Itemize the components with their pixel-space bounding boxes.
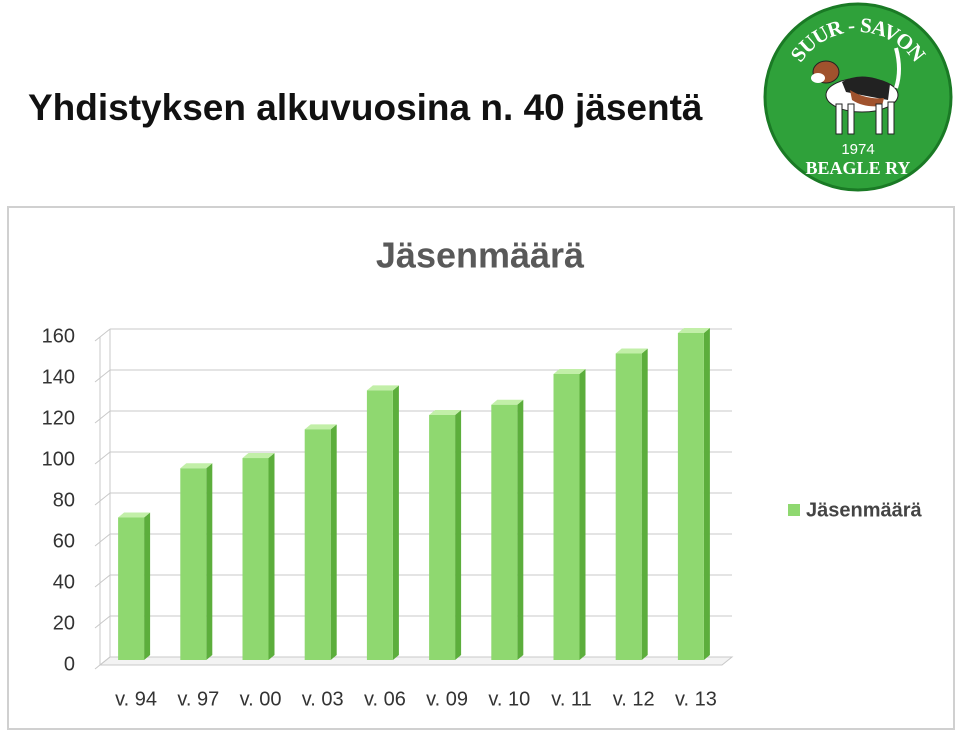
y-tick-label: 60 xyxy=(53,530,75,552)
bar-top xyxy=(491,399,524,405)
y-tick-label: 0 xyxy=(64,653,75,675)
logo-dog xyxy=(811,47,901,135)
grid-diagonal xyxy=(94,369,111,383)
bar-top xyxy=(429,410,462,415)
bar-side xyxy=(517,399,524,660)
x-tick-label: v. 94 xyxy=(115,688,157,710)
bar xyxy=(304,424,337,660)
bar-side xyxy=(392,385,399,660)
x-tick-label: v. 11 xyxy=(551,688,591,710)
bar xyxy=(491,399,524,660)
bar-top xyxy=(304,424,337,430)
bar-front xyxy=(429,415,456,660)
grid-diagonal xyxy=(94,615,111,629)
grid-diagonal xyxy=(94,656,111,670)
bar-top xyxy=(615,348,648,354)
bar-front xyxy=(366,390,393,660)
x-tick-label: v. 03 xyxy=(302,688,344,710)
bar xyxy=(180,463,213,660)
slide-title: Yhdistyksen alkuvuosina n. 40 jäsentä xyxy=(28,87,703,128)
legend-label: Jäsenmäärä xyxy=(806,499,923,521)
y-tick-label: 160 xyxy=(42,325,75,347)
bar-front xyxy=(553,374,580,660)
bar-side xyxy=(144,512,151,660)
bar-front xyxy=(242,458,269,660)
x-tick-label: v. 00 xyxy=(240,688,282,710)
bar-top xyxy=(180,463,213,469)
bar xyxy=(429,410,462,660)
bar xyxy=(118,512,151,660)
bar-front xyxy=(180,468,207,660)
chart-title: Jäsenmäärä xyxy=(376,235,585,276)
y-tick-label: 100 xyxy=(42,448,75,470)
grid-diagonal xyxy=(94,451,111,465)
bar-front xyxy=(304,429,331,660)
bar-front xyxy=(615,353,642,660)
logo-year: 1974 xyxy=(841,141,874,158)
grid-diagonal xyxy=(94,533,111,547)
grid-diagonal xyxy=(94,492,111,506)
bar xyxy=(615,348,648,660)
x-tick-label: v. 97 xyxy=(177,688,219,710)
bar-top xyxy=(118,512,151,518)
grid-diagonal xyxy=(94,328,111,342)
y-tick-label: 120 xyxy=(42,407,75,429)
grid-diagonal xyxy=(94,574,111,588)
bar xyxy=(366,385,399,660)
y-tick-label: 80 xyxy=(53,489,75,511)
bar-side xyxy=(579,369,586,660)
bar xyxy=(553,369,586,660)
y-tick-label: 40 xyxy=(53,571,75,593)
bar-top xyxy=(553,369,586,374)
bar xyxy=(242,453,275,660)
bar-side xyxy=(206,463,213,660)
bar-front xyxy=(491,404,518,660)
bar xyxy=(677,328,710,660)
x-tick-label: v. 13 xyxy=(675,688,717,710)
y-tick-label: 140 xyxy=(42,366,75,388)
bar-front xyxy=(677,333,704,660)
bar-top xyxy=(677,328,710,333)
bar-top xyxy=(242,453,275,459)
bar-side xyxy=(703,328,710,660)
y-tick-label: 20 xyxy=(53,612,75,634)
logo: SUUR - SAVON 1974 BEAGLE RY xyxy=(763,2,953,192)
chart-frame xyxy=(7,206,955,730)
legend-swatch xyxy=(788,504,800,516)
x-tick-label: v. 06 xyxy=(364,688,406,710)
grid-diagonal xyxy=(94,410,111,424)
bar-side xyxy=(268,453,275,660)
logo-bottom-text: BEAGLE RY xyxy=(806,158,911,178)
bar-side xyxy=(641,348,648,660)
bar-front xyxy=(118,517,145,660)
bar-top xyxy=(366,385,399,391)
x-tick-label: v. 09 xyxy=(426,688,468,710)
plot: 0 20 40 60 80 100 120 140 160 v. 94 v. 97 v. 00 v. 0… xyxy=(42,325,923,710)
bar-side xyxy=(455,410,462,660)
bar-side xyxy=(330,424,337,660)
x-tick-label: v. 10 xyxy=(488,688,530,710)
x-tick-label: v. 12 xyxy=(613,688,655,710)
